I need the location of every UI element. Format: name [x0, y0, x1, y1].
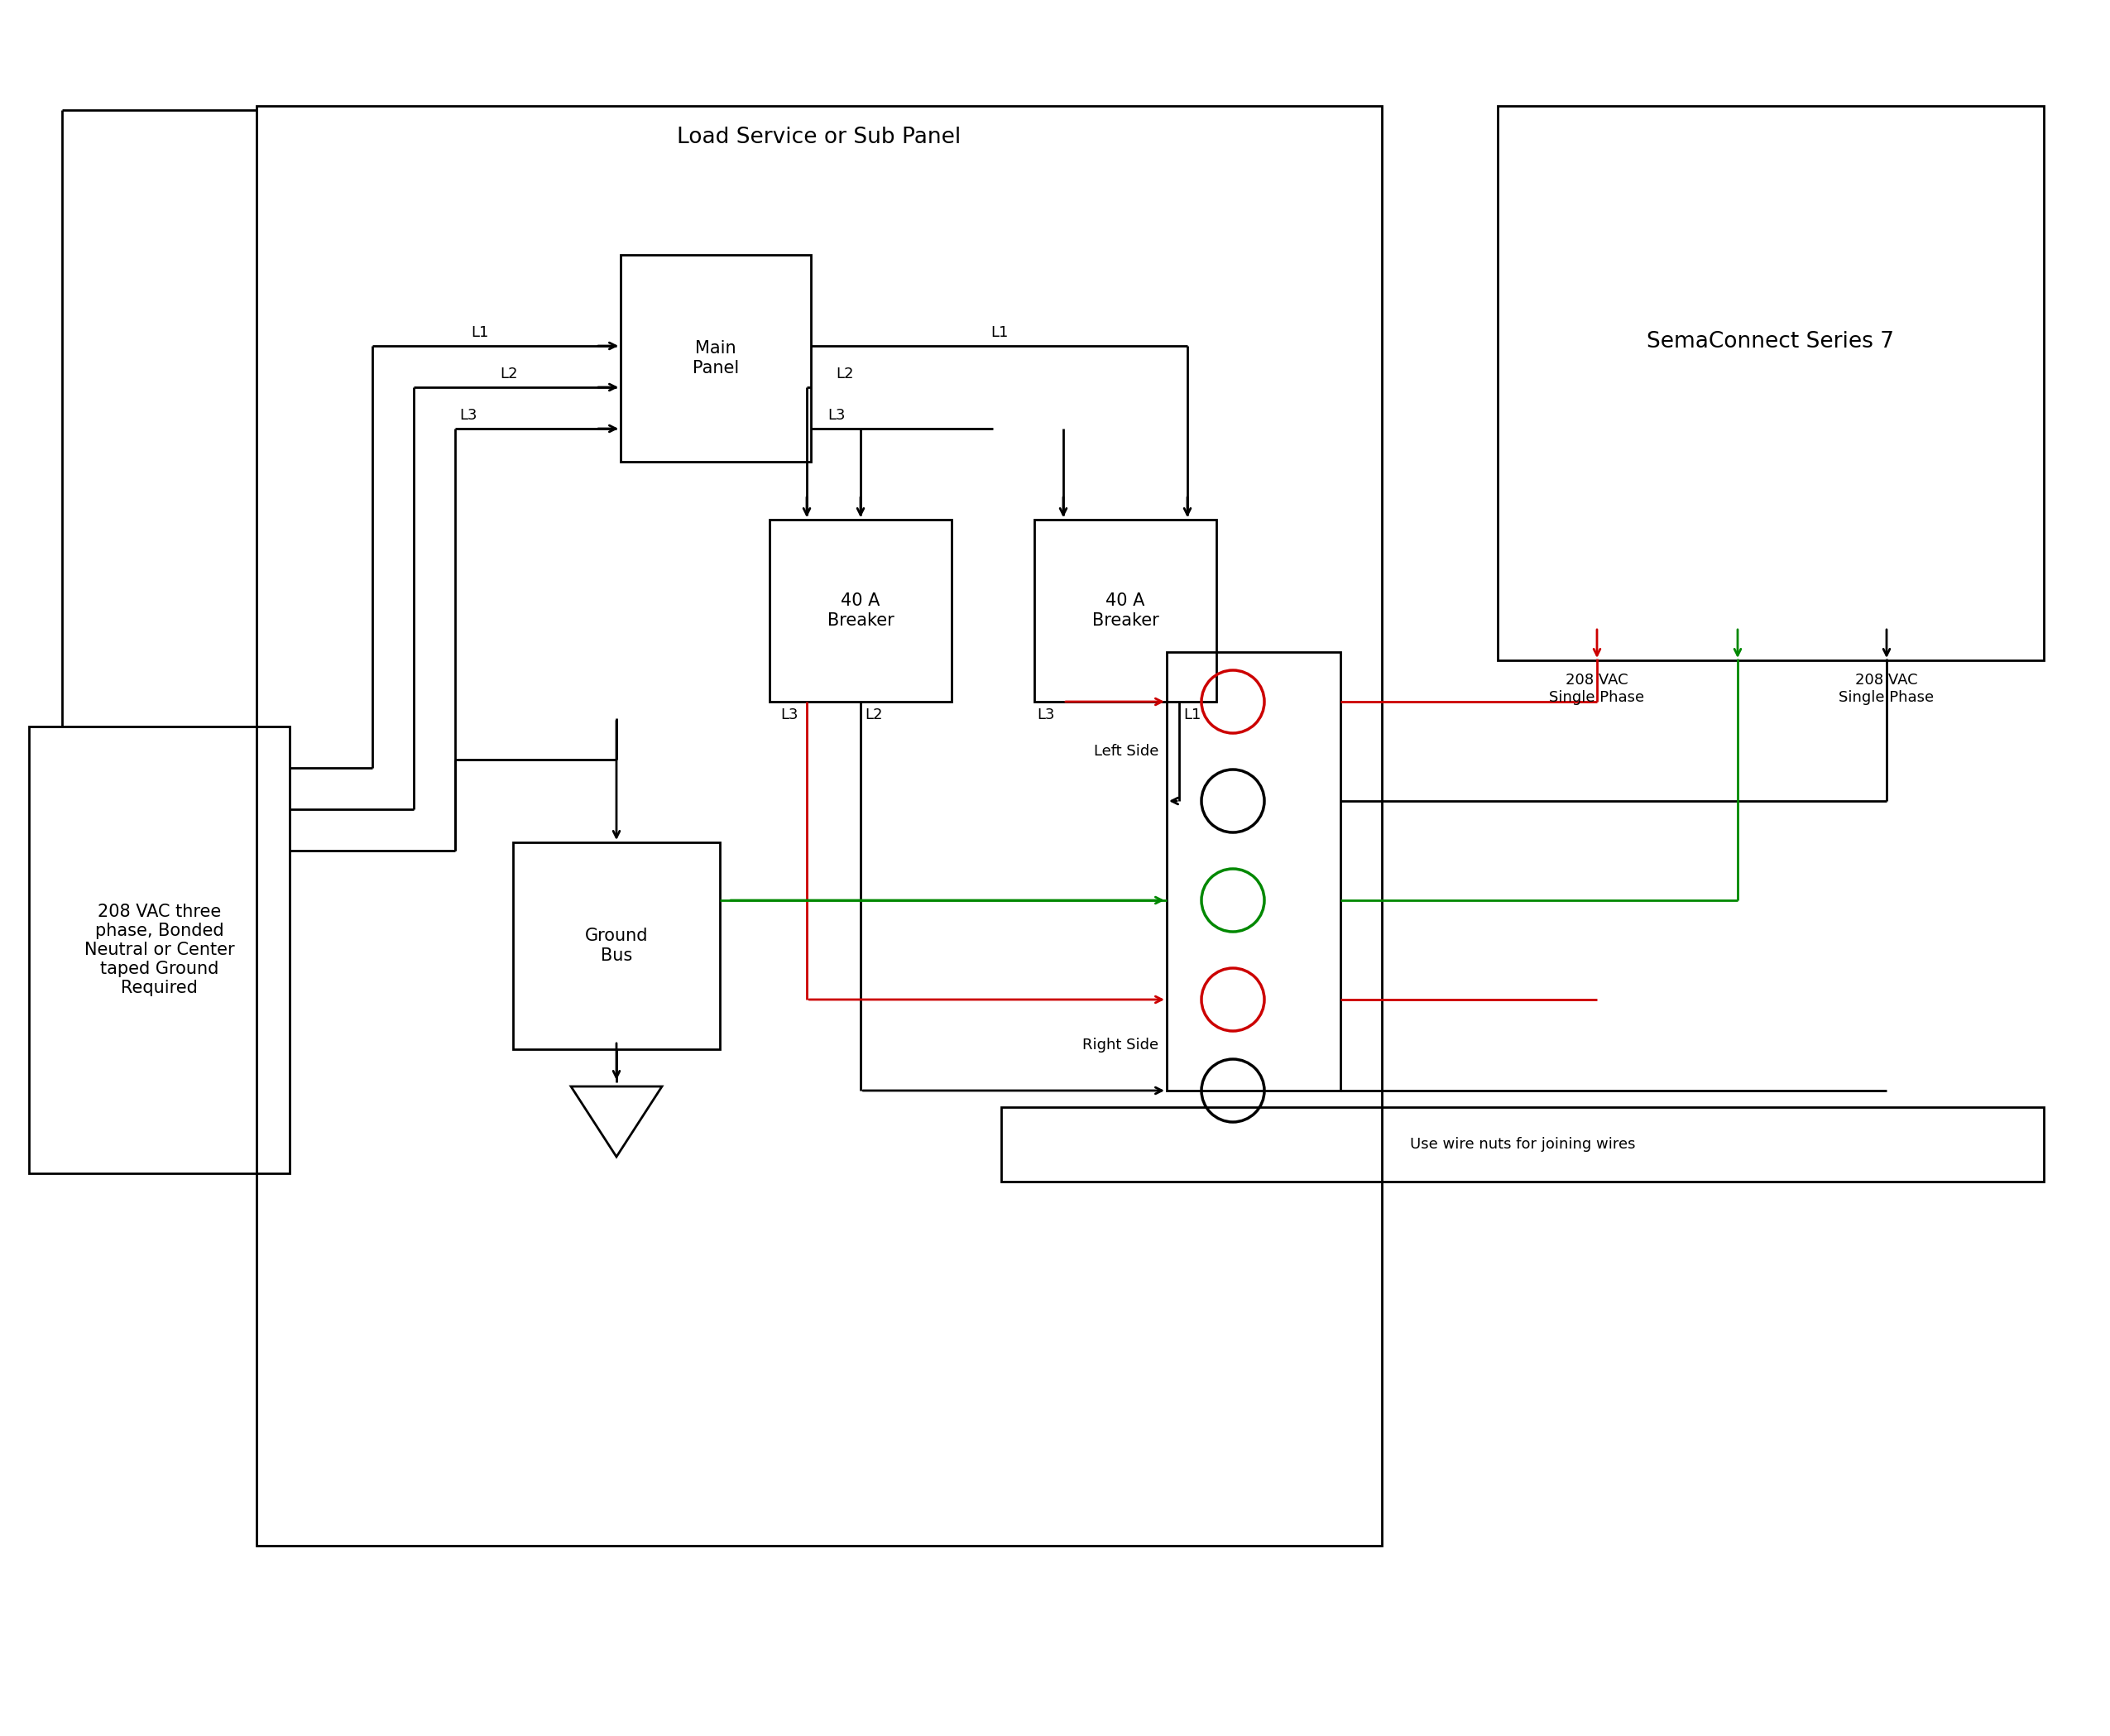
Text: Main
Panel: Main Panel — [692, 340, 738, 377]
Bar — [1498, 106, 2045, 660]
Text: Load Service or Sub Panel: Load Service or Sub Panel — [677, 127, 962, 148]
Text: L2: L2 — [865, 708, 882, 722]
Text: L3: L3 — [827, 408, 846, 424]
Text: Right Side: Right Side — [1082, 1038, 1158, 1052]
Text: 40 A
Breaker: 40 A Breaker — [1093, 592, 1158, 628]
Bar — [770, 519, 952, 701]
Text: L3: L3 — [781, 708, 798, 722]
Bar — [620, 255, 810, 462]
Text: 208 VAC
Single Phase: 208 VAC Single Phase — [1840, 674, 1935, 705]
Text: Use wire nuts for joining wires: Use wire nuts for joining wires — [1409, 1137, 1635, 1151]
Bar — [1002, 1108, 2045, 1182]
Text: Ground
Bus: Ground Bus — [584, 929, 648, 963]
Text: L1: L1 — [1184, 708, 1201, 722]
Text: Left Side: Left Side — [1093, 745, 1158, 759]
Text: L2: L2 — [500, 366, 517, 382]
Text: L2: L2 — [836, 366, 855, 382]
Text: 208 VAC three
phase, Bonded
Neutral or Center
taped Ground
Required: 208 VAC three phase, Bonded Neutral or C… — [84, 903, 234, 996]
Text: 208 VAC
Single Phase: 208 VAC Single Phase — [1549, 674, 1644, 705]
Text: L1: L1 — [990, 325, 1009, 340]
Bar — [513, 842, 720, 1049]
Bar — [1167, 653, 1340, 1090]
Text: L1: L1 — [471, 325, 490, 340]
Text: L3: L3 — [1038, 708, 1055, 722]
Text: L3: L3 — [460, 408, 477, 424]
Text: SemaConnect Series 7: SemaConnect Series 7 — [1648, 332, 1895, 352]
Bar — [30, 726, 289, 1174]
Bar — [1034, 519, 1215, 701]
Text: 40 A
Breaker: 40 A Breaker — [827, 592, 895, 628]
Bar — [257, 106, 1382, 1545]
